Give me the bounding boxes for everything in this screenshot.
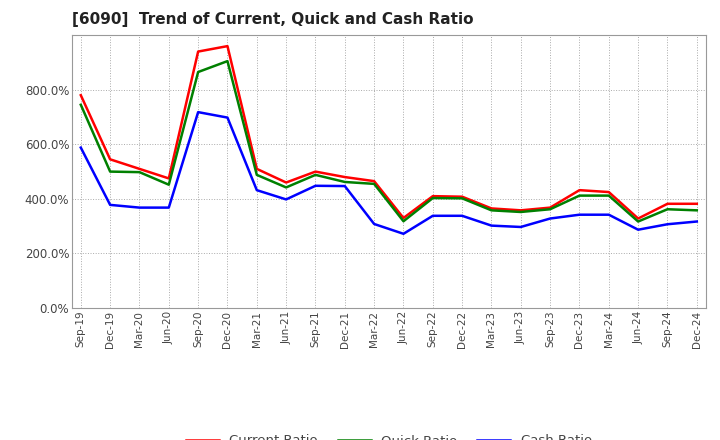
Quick Ratio [634, 219, 642, 224]
Cash Ratio [311, 183, 320, 188]
Quick Ratio [253, 172, 261, 177]
Quick Ratio [428, 195, 437, 201]
Quick Ratio [546, 207, 554, 212]
Current Ratio [399, 215, 408, 220]
Cash Ratio [370, 221, 379, 227]
Current Ratio [634, 216, 642, 221]
Cash Ratio [546, 216, 554, 221]
Legend: Current Ratio, Quick Ratio, Cash Ratio: Current Ratio, Quick Ratio, Cash Ratio [181, 429, 597, 440]
Quick Ratio [282, 185, 290, 190]
Cash Ratio [223, 115, 232, 120]
Cash Ratio [458, 213, 467, 218]
Current Ratio [663, 201, 672, 206]
Cash Ratio [253, 187, 261, 193]
Quick Ratio [106, 169, 114, 174]
Cash Ratio [663, 222, 672, 227]
Cash Ratio [194, 110, 202, 115]
Cash Ratio [575, 212, 584, 217]
Current Ratio [693, 201, 701, 206]
Current Ratio [164, 176, 173, 181]
Cash Ratio [428, 213, 437, 218]
Current Ratio [546, 205, 554, 210]
Current Ratio [341, 174, 349, 180]
Cash Ratio [693, 219, 701, 224]
Current Ratio [370, 179, 379, 184]
Cash Ratio [487, 223, 496, 228]
Quick Ratio [458, 196, 467, 201]
Current Ratio [516, 208, 525, 213]
Quick Ratio [164, 182, 173, 187]
Cash Ratio [164, 205, 173, 210]
Line: Current Ratio: Current Ratio [81, 46, 697, 219]
Cash Ratio [399, 231, 408, 236]
Current Ratio [106, 157, 114, 162]
Cash Ratio [76, 145, 85, 150]
Quick Ratio [135, 169, 144, 175]
Current Ratio [487, 206, 496, 211]
Current Ratio [76, 92, 85, 98]
Current Ratio [253, 166, 261, 172]
Quick Ratio [370, 181, 379, 187]
Quick Ratio [341, 180, 349, 185]
Text: [6090]  Trend of Current, Quick and Cash Ratio: [6090] Trend of Current, Quick and Cash … [72, 12, 474, 27]
Quick Ratio [575, 193, 584, 198]
Current Ratio [135, 166, 144, 172]
Quick Ratio [663, 207, 672, 212]
Current Ratio [223, 44, 232, 49]
Quick Ratio [605, 193, 613, 198]
Current Ratio [194, 49, 202, 54]
Quick Ratio [487, 208, 496, 213]
Current Ratio [282, 180, 290, 185]
Quick Ratio [399, 219, 408, 224]
Line: Quick Ratio: Quick Ratio [81, 61, 697, 221]
Quick Ratio [76, 102, 85, 107]
Quick Ratio [516, 209, 525, 215]
Current Ratio [428, 194, 437, 199]
Quick Ratio [311, 172, 320, 177]
Cash Ratio [135, 205, 144, 210]
Cash Ratio [605, 212, 613, 217]
Quick Ratio [223, 59, 232, 64]
Quick Ratio [693, 208, 701, 213]
Cash Ratio [516, 224, 525, 230]
Quick Ratio [194, 70, 202, 75]
Current Ratio [575, 187, 584, 193]
Cash Ratio [282, 197, 290, 202]
Cash Ratio [106, 202, 114, 208]
Current Ratio [311, 169, 320, 174]
Current Ratio [458, 194, 467, 199]
Line: Cash Ratio: Cash Ratio [81, 112, 697, 234]
Cash Ratio [634, 227, 642, 232]
Current Ratio [605, 189, 613, 194]
Cash Ratio [341, 183, 349, 189]
